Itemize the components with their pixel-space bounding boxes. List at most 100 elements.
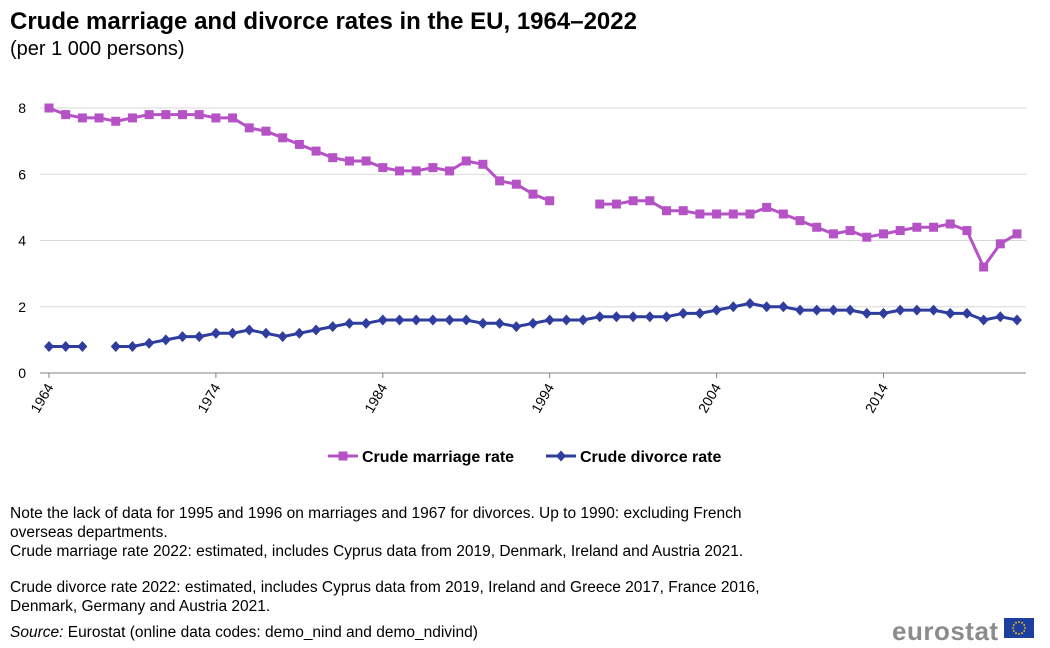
data-point — [495, 176, 505, 186]
data-point — [294, 327, 305, 339]
flag-star — [1015, 632, 1017, 635]
data-point — [210, 327, 221, 339]
data-point — [628, 311, 639, 323]
data-point — [444, 314, 455, 326]
data-point — [895, 304, 906, 316]
data-point — [277, 331, 288, 343]
y-tick-label: 0 — [18, 365, 26, 381]
data-point — [1012, 314, 1022, 326]
data-point — [461, 314, 472, 326]
data-point — [811, 304, 822, 316]
data-point — [661, 311, 672, 323]
data-point — [161, 110, 171, 120]
legend-item-marriage: Crude marriage rate — [328, 449, 514, 466]
line-chart: 0 2 4 6 8 1964 1974 1984 1994 2004 2014 Crude mar… — [18, 100, 1026, 466]
data-point — [461, 156, 471, 166]
data-point — [662, 206, 672, 216]
data-point — [961, 307, 972, 319]
data-point — [678, 307, 689, 319]
data-point — [761, 301, 772, 313]
data-point — [728, 209, 738, 219]
data-point — [778, 209, 788, 219]
data-point — [912, 222, 922, 232]
flag-star — [1015, 621, 1017, 624]
data-point — [812, 222, 822, 232]
y-tick-label: 8 — [18, 100, 26, 116]
legend-swatch-marker — [338, 451, 348, 461]
data-point — [878, 307, 889, 319]
flag-star — [1024, 627, 1026, 629]
data-point — [278, 133, 288, 143]
data-point — [828, 304, 839, 316]
data-point — [44, 341, 54, 352]
data-point — [194, 110, 204, 120]
data-point — [94, 113, 104, 123]
data-point — [845, 304, 856, 316]
y-tick-label: 6 — [18, 166, 26, 182]
data-point — [377, 314, 388, 326]
data-point — [177, 331, 188, 343]
data-point — [945, 219, 955, 229]
flag-star — [1021, 621, 1023, 624]
data-point — [545, 196, 555, 206]
eu-flag-icon — [1004, 618, 1034, 638]
x-tick-label: 1974 — [194, 380, 224, 415]
legend-label: Crude marriage rate — [362, 449, 514, 466]
flag-star — [1012, 627, 1014, 629]
data-point — [594, 311, 605, 323]
eurostat-logo: eurostat — [892, 616, 999, 646]
chart-subtitle: (per 1 000 persons) — [10, 38, 185, 60]
data-point — [44, 103, 54, 113]
y-axis-ticks: 0 2 4 6 8 — [18, 100, 26, 381]
data-point — [695, 209, 705, 219]
data-point — [294, 139, 304, 149]
x-tick-label: 2014 — [862, 380, 892, 415]
series-line — [48, 106, 1018, 269]
x-tick-label: 1964 — [27, 380, 57, 415]
note-line-4: Crude divorce rate 2022: estimated, incl… — [10, 579, 760, 596]
data-point — [611, 199, 621, 209]
divorce-rate-series — [44, 297, 1022, 352]
data-point — [845, 226, 855, 236]
data-point — [995, 311, 1006, 323]
data-point — [411, 314, 422, 326]
data-point — [227, 327, 238, 339]
source-text: Eurostat (online data codes: demo_nind a… — [63, 624, 478, 641]
data-point — [394, 166, 404, 176]
x-tick-label: 1994 — [528, 380, 558, 415]
data-point — [712, 209, 722, 219]
data-point — [261, 126, 271, 136]
source-label: Source: — [10, 624, 64, 641]
data-point — [144, 337, 155, 349]
data-point — [528, 317, 538, 329]
flag-star — [1012, 630, 1015, 632]
series-group — [44, 103, 1022, 352]
note-line-3: Crude marriage rate 2022: estimated, inc… — [10, 543, 744, 560]
data-point — [211, 113, 221, 123]
note-line-2: overseas departments. — [10, 524, 168, 541]
data-point — [478, 159, 488, 169]
data-point — [828, 229, 838, 239]
y-tick-label: 4 — [18, 233, 26, 249]
data-point — [911, 304, 922, 316]
flag-star — [1018, 633, 1020, 635]
data-point — [160, 334, 171, 346]
data-point — [394, 314, 405, 326]
data-point — [611, 311, 622, 323]
chart-title: Crude marriage and divorce rates in the … — [10, 8, 637, 35]
data-point — [178, 110, 188, 120]
data-point — [327, 321, 338, 333]
data-point — [244, 123, 254, 133]
data-point — [494, 317, 505, 329]
flag-star — [1023, 624, 1026, 626]
flag-star — [1018, 621, 1020, 623]
x-axis-ticks: 1964 1974 1984 1994 2004 2014 — [27, 373, 891, 415]
note-line-5: Denmark, Germany and Austria 2021. — [10, 598, 271, 615]
x-tick-label: 2004 — [695, 380, 725, 415]
data-point — [778, 301, 789, 313]
data-point — [144, 110, 154, 120]
data-point — [77, 113, 87, 123]
data-point — [544, 314, 555, 326]
data-point — [477, 317, 488, 329]
data-point — [861, 307, 872, 319]
